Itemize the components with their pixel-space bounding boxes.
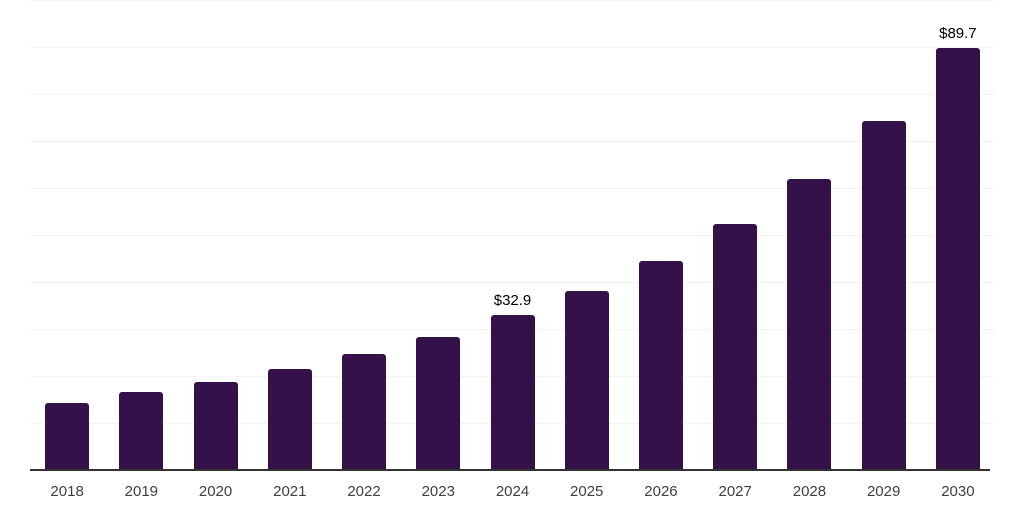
- bar-2022: [342, 353, 387, 470]
- bar-2025: [564, 290, 609, 470]
- bar-2019: [119, 391, 164, 470]
- y-gridline: [30, 141, 995, 142]
- x-tick-label-2021: 2021: [273, 483, 307, 500]
- x-tick-label-2022: 2022: [347, 483, 381, 500]
- bar-2018: [45, 402, 90, 470]
- bar-2030: [935, 48, 980, 470]
- data-label-2024: $32.9: [493, 292, 532, 310]
- data-label-2030: $89.7: [939, 25, 977, 43]
- bar-2020: [193, 382, 238, 470]
- x-tick-label-2030: 2030: [941, 483, 975, 500]
- x-tick-label-2023: 2023: [421, 483, 455, 500]
- bar-2026: [638, 260, 683, 470]
- plot-area: $32.9 $89.7: [30, 0, 995, 470]
- bar-2028: [787, 179, 832, 470]
- y-gridline: [30, 282, 995, 283]
- x-tick-label-2025: 2025: [570, 483, 604, 500]
- y-gridline: [30, 0, 995, 1]
- y-gridline: [30, 47, 995, 48]
- x-tick-label-2024: 2024: [495, 483, 530, 500]
- x-tick-label-2029: 2029: [866, 483, 901, 500]
- y-gridline: [30, 188, 995, 189]
- x-axis-labels: 2018 2019 2020 2021 2022 2023 2024 2025 2026 2027…: [30, 483, 995, 507]
- x-tick-label-2027: 2027: [718, 483, 752, 500]
- x-tick-label-2018: 2018: [50, 483, 84, 500]
- x-tick-label-2026: 2026: [644, 483, 678, 500]
- bar-2027: [713, 224, 758, 470]
- bar-2024: [490, 315, 535, 470]
- bar-2023: [416, 337, 461, 470]
- y-gridline: [30, 235, 995, 236]
- y-gridline: [30, 94, 995, 95]
- bar-2021: [267, 368, 312, 470]
- bar-2029: [861, 120, 906, 470]
- x-axis-line: [30, 469, 990, 471]
- x-tick-label-2019: 2019: [124, 483, 159, 500]
- x-tick-label-2020: 2020: [198, 483, 233, 500]
- x-tick-label-2028: 2028: [792, 483, 827, 500]
